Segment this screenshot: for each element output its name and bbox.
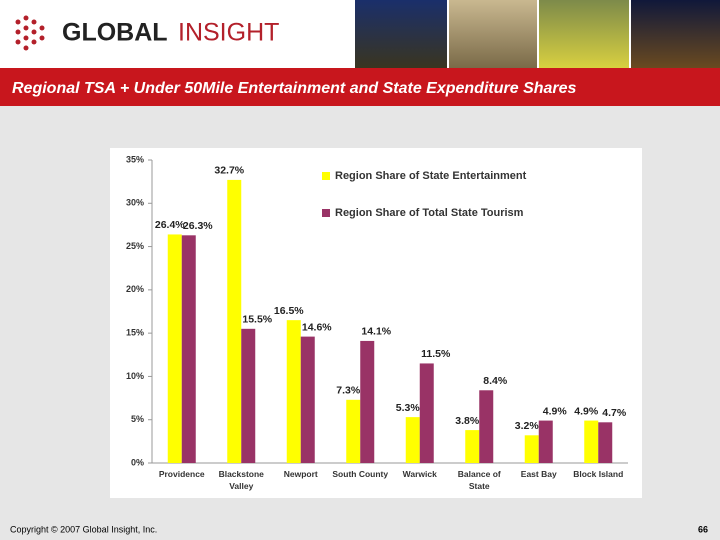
logo-text: GLOBAL [62, 19, 168, 47]
data-label: 7.3% [336, 385, 361, 397]
data-label: 4.9% [543, 405, 568, 417]
bar [181, 235, 196, 463]
logo-text: INSIGHT [178, 19, 279, 47]
data-label: 26.3% [183, 220, 213, 232]
bar [419, 363, 434, 463]
x-tick-label: Blackstone Valley [218, 469, 264, 491]
x-tick-label: South County [332, 469, 389, 479]
bar [584, 420, 599, 463]
legend-swatch [322, 209, 330, 217]
data-label: 11.5% [421, 348, 451, 360]
data-label: 3.2% [515, 420, 540, 432]
x-tick-label: Balance of State [457, 469, 501, 491]
data-label: 4.9% [574, 405, 599, 417]
bar [405, 417, 420, 463]
bar [524, 435, 539, 463]
photo [539, 0, 629, 68]
y-tick-label: 30% [126, 198, 144, 208]
x-tick-label: Block Island [573, 469, 624, 479]
bar [286, 320, 301, 463]
y-tick-label: 5% [131, 414, 144, 424]
x-tick-label: Providence [158, 469, 205, 479]
x-tick-label: East Bay [520, 469, 557, 479]
photo [631, 0, 720, 68]
data-label: 14.6% [302, 321, 332, 333]
copyright: Copyright © 2007 Global Insight, Inc. [10, 524, 157, 534]
bar [479, 390, 494, 463]
y-tick-label: 25% [126, 241, 144, 251]
data-label: 16.5% [274, 305, 304, 317]
bar [227, 179, 242, 463]
legend-swatch [322, 172, 330, 180]
y-tick-label: 20% [126, 284, 144, 294]
chart-area [110, 148, 642, 498]
x-tick-label: Newport [283, 469, 318, 479]
bar [465, 430, 480, 463]
page-number: 66 [698, 524, 708, 534]
data-label: 5.3% [396, 402, 421, 414]
y-tick-label: 10% [126, 371, 144, 381]
y-tick-label: 15% [126, 328, 144, 338]
chart-title: Regional TSA + Under 50Mile Entertainmen… [12, 80, 577, 97]
photo [355, 0, 447, 68]
logo-dots [15, 15, 45, 51]
data-label: 32.7% [214, 165, 244, 177]
bar [538, 420, 553, 463]
y-tick-label: 0% [131, 457, 144, 467]
title-band [0, 68, 720, 106]
bar [598, 422, 613, 463]
data-label: 4.7% [602, 407, 627, 419]
data-label: 26.4% [155, 219, 185, 231]
legend-label: Region Share of Total State Tourism [335, 207, 524, 219]
legend-label: Region Share of State Entertainment [335, 170, 527, 182]
bar [241, 328, 256, 463]
data-label: 8.4% [483, 375, 508, 387]
photo [449, 0, 537, 68]
bar [346, 399, 361, 463]
data-label: 15.5% [242, 314, 272, 326]
x-tick-label: Warwick [402, 469, 437, 479]
bar [167, 234, 182, 463]
bar [300, 336, 315, 463]
y-tick-label: 35% [126, 154, 144, 164]
bar [360, 340, 375, 463]
data-label: 14.1% [361, 326, 391, 338]
data-label: 3.8% [455, 415, 480, 427]
